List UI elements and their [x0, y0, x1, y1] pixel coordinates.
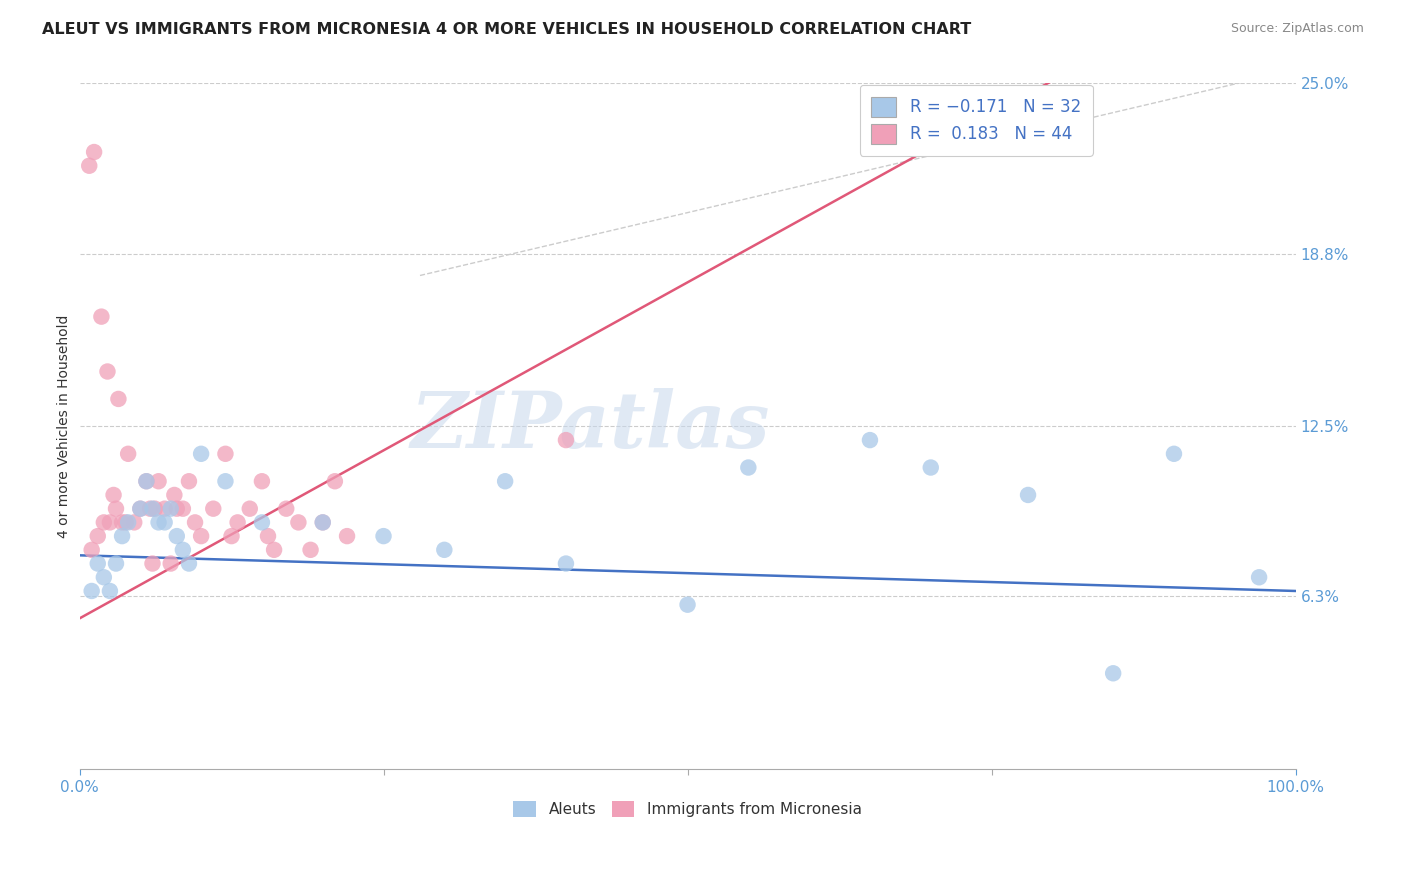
Text: ZIPatlas: ZIPatlas: [411, 388, 770, 465]
Point: [1017, 488, 1039, 502]
Point: [214, 447, 236, 461]
Text: Source: ZipAtlas.com: Source: ZipAtlas.com: [1230, 22, 1364, 36]
Point: [107, 392, 129, 406]
Point: [737, 460, 759, 475]
Point: [433, 542, 456, 557]
Point: [676, 598, 699, 612]
Point: [141, 557, 163, 571]
Point: [80, 542, 103, 557]
Point: [1102, 666, 1125, 681]
Point: [859, 433, 882, 447]
Point: [257, 529, 280, 543]
Point: [122, 516, 145, 530]
Point: [177, 557, 200, 571]
Point: [323, 475, 346, 489]
Point: [90, 310, 112, 324]
Point: [336, 529, 359, 543]
Point: [190, 447, 212, 461]
Point: [312, 516, 335, 530]
Point: [555, 433, 578, 447]
Point: [190, 529, 212, 543]
Point: [143, 501, 166, 516]
Point: [111, 516, 134, 530]
Point: [153, 501, 176, 516]
Point: [221, 529, 243, 543]
Point: [135, 475, 157, 489]
Point: [250, 516, 273, 530]
Point: [93, 516, 115, 530]
Point: [166, 529, 188, 543]
Point: [263, 542, 285, 557]
Point: [177, 475, 200, 489]
Point: [105, 557, 128, 571]
Point: [920, 460, 942, 475]
Point: [117, 447, 139, 461]
Point: [129, 501, 152, 516]
Point: [166, 501, 188, 516]
Point: [117, 516, 139, 530]
Point: [148, 475, 170, 489]
Point: [135, 475, 157, 489]
Point: [87, 529, 110, 543]
Point: [148, 516, 170, 530]
Point: [159, 501, 181, 516]
Point: [98, 516, 121, 530]
Text: ALEUT VS IMMIGRANTS FROM MICRONESIA 4 OR MORE VEHICLES IN HOUSEHOLD CORRELATION : ALEUT VS IMMIGRANTS FROM MICRONESIA 4 OR…: [42, 22, 972, 37]
Point: [287, 516, 309, 530]
Point: [184, 516, 207, 530]
Point: [226, 516, 249, 530]
Point: [141, 501, 163, 516]
Point: [98, 584, 121, 599]
Point: [129, 501, 152, 516]
Point: [239, 501, 262, 516]
Point: [299, 542, 322, 557]
Point: [250, 475, 273, 489]
Point: [373, 529, 395, 543]
Point: [77, 159, 100, 173]
Legend: Aleuts, Immigrants from Micronesia: Aleuts, Immigrants from Micronesia: [508, 795, 868, 823]
Point: [139, 501, 162, 516]
Y-axis label: 4 or more Vehicles in Household: 4 or more Vehicles in Household: [58, 315, 72, 538]
Point: [172, 542, 194, 557]
Point: [105, 501, 128, 516]
Point: [93, 570, 115, 584]
Point: [312, 516, 335, 530]
Point: [111, 529, 134, 543]
Point: [202, 501, 225, 516]
Point: [103, 488, 125, 502]
Point: [276, 501, 298, 516]
Point: [1163, 447, 1185, 461]
Point: [214, 475, 236, 489]
Point: [87, 557, 110, 571]
Point: [114, 516, 136, 530]
Point: [80, 584, 103, 599]
Point: [96, 364, 118, 378]
Point: [153, 516, 176, 530]
Point: [555, 557, 578, 571]
Point: [494, 475, 516, 489]
Point: [159, 557, 181, 571]
Point: [163, 488, 186, 502]
Point: [1249, 570, 1271, 584]
Point: [172, 501, 194, 516]
Point: [83, 145, 105, 159]
